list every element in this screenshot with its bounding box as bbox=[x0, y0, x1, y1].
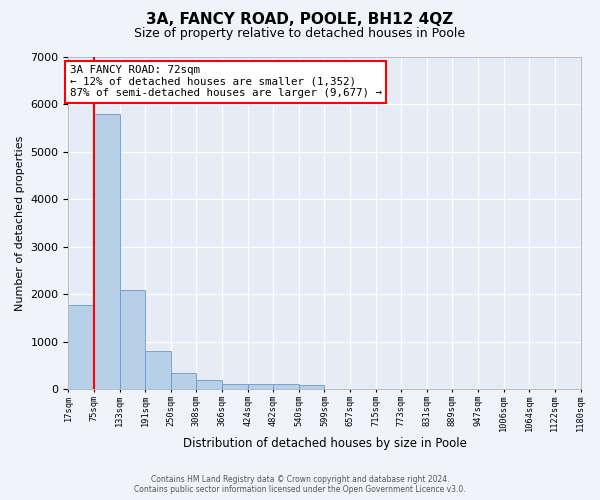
Y-axis label: Number of detached properties: Number of detached properties bbox=[15, 135, 25, 310]
Bar bbox=[248, 384, 273, 389]
Text: 3A, FANCY ROAD, POOLE, BH12 4QZ: 3A, FANCY ROAD, POOLE, BH12 4QZ bbox=[146, 12, 454, 28]
X-axis label: Distribution of detached houses by size in Poole: Distribution of detached houses by size … bbox=[182, 437, 466, 450]
Text: Contains HM Land Registry data © Crown copyright and database right 2024.
Contai: Contains HM Land Registry data © Crown c… bbox=[134, 474, 466, 494]
Bar bbox=[94, 114, 119, 389]
Bar bbox=[299, 386, 325, 389]
Bar bbox=[273, 384, 299, 389]
Bar bbox=[222, 384, 248, 389]
Bar bbox=[145, 351, 171, 389]
Bar bbox=[68, 304, 94, 389]
Text: 3A FANCY ROAD: 72sqm
← 12% of detached houses are smaller (1,352)
87% of semi-de: 3A FANCY ROAD: 72sqm ← 12% of detached h… bbox=[70, 65, 382, 98]
Bar bbox=[171, 373, 196, 389]
Bar bbox=[119, 290, 145, 389]
Text: Size of property relative to detached houses in Poole: Size of property relative to detached ho… bbox=[134, 28, 466, 40]
Bar bbox=[196, 380, 222, 389]
